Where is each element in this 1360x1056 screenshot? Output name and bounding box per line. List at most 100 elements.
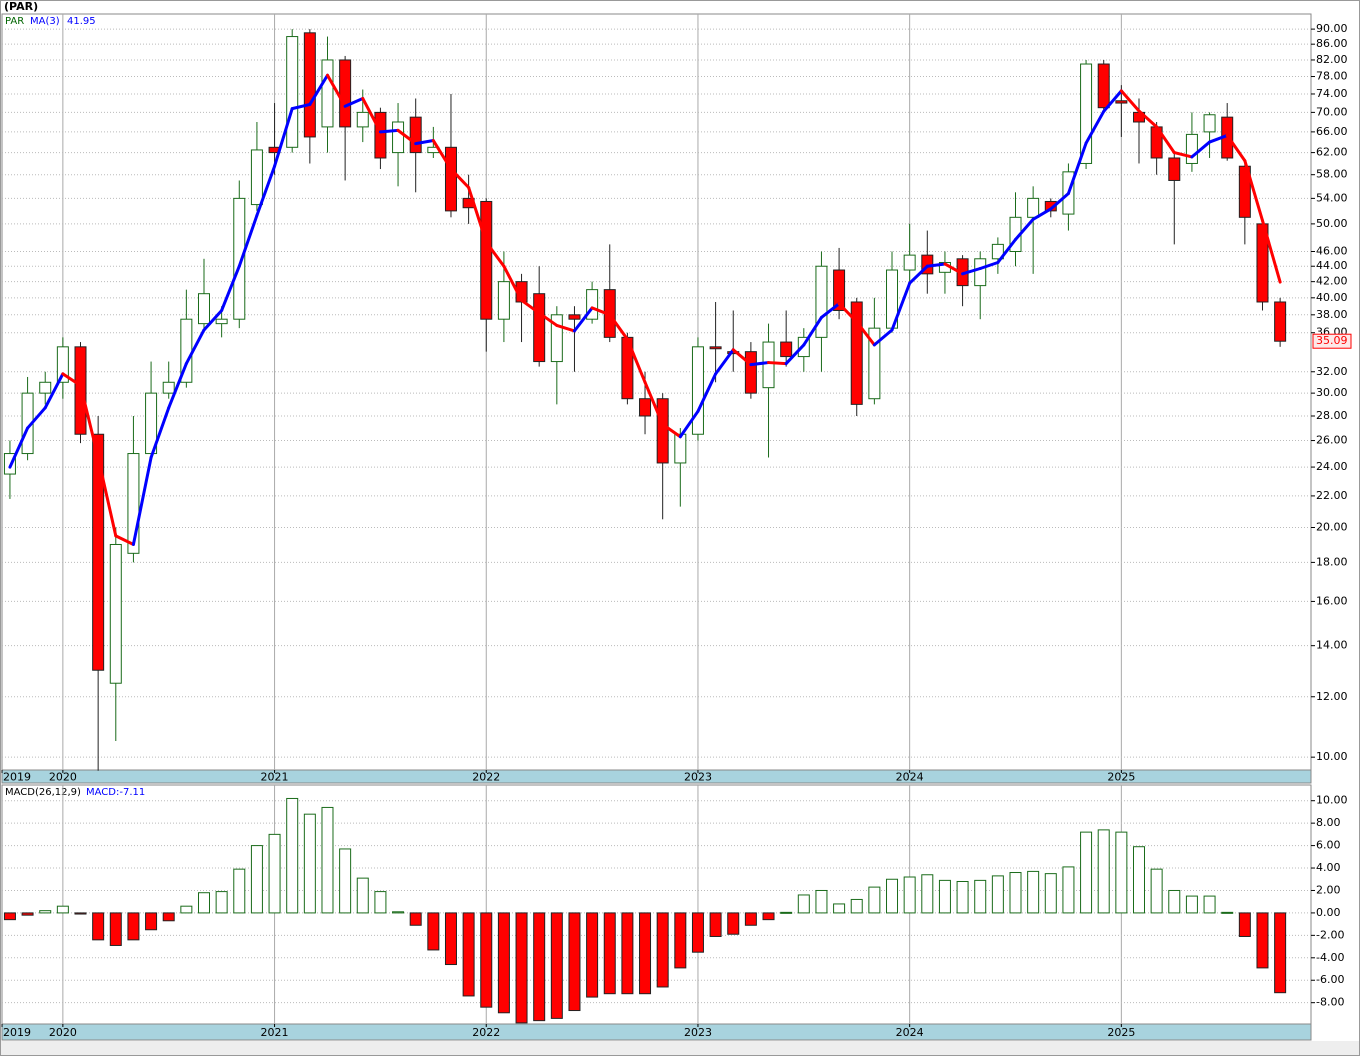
- ma-segment: [167, 362, 188, 410]
- ma-segment: [1084, 109, 1106, 145]
- macd-bar: [656, 912, 669, 988]
- macd-bar: [21, 912, 34, 916]
- macd-bar: [462, 912, 475, 997]
- candle-body: [974, 258, 987, 287]
- candle-body: [1168, 157, 1181, 181]
- macd-bar: [444, 912, 457, 966]
- ma-segment: [343, 96, 365, 108]
- macd-bar: [92, 912, 105, 941]
- candle-body: [39, 381, 52, 394]
- ma-segment: [149, 406, 171, 460]
- macd-bar: [603, 912, 616, 995]
- y-tick-label: 70.00: [1316, 105, 1348, 118]
- candle-body: [1080, 63, 1093, 164]
- macd-bar: [1256, 912, 1269, 969]
- x-tick-label: 2020: [49, 771, 77, 784]
- y-tick-label: 82.00: [1316, 53, 1348, 66]
- ma-segment: [43, 372, 65, 410]
- macd-bar: [709, 912, 722, 937]
- ma-segment: [184, 328, 206, 366]
- ma-segment: [396, 128, 418, 146]
- macd-bar: [286, 797, 299, 914]
- candle-body: [215, 318, 228, 325]
- ma-segment: [484, 240, 506, 268]
- candle-body: [674, 433, 687, 464]
- ma-segment: [520, 298, 541, 315]
- y-tick-label: 20.00: [1316, 520, 1348, 533]
- candle-body: [127, 453, 140, 554]
- macd-bar: [197, 892, 210, 914]
- ma-segment: [1119, 89, 1141, 113]
- ma-segment: [114, 534, 135, 546]
- ma-segment: [1172, 151, 1194, 159]
- x-tick-label: 2023: [684, 1026, 712, 1039]
- ma-segment: [237, 213, 259, 268]
- macd-bar: [497, 912, 510, 1014]
- macd-bar: [162, 912, 175, 922]
- macd-bar: [1132, 846, 1145, 914]
- ma-segment: [378, 128, 400, 134]
- ma-segment: [202, 308, 224, 332]
- ma-segment: [1066, 141, 1088, 196]
- legend-entry: MACD(26,12,9): [5, 787, 81, 798]
- price-label: 35.09: [1316, 334, 1348, 347]
- ma-segment: [661, 422, 682, 439]
- y-tick-label: 22.00: [1316, 489, 1348, 502]
- candle-body: [744, 351, 757, 394]
- candle-body: [197, 293, 210, 325]
- ma-segment: [325, 73, 347, 108]
- macd-bar: [303, 813, 316, 914]
- ma-segment: [590, 306, 612, 317]
- ma-segment: [767, 361, 788, 366]
- candle-body: [833, 269, 846, 311]
- macd-bar: [1150, 868, 1163, 914]
- y-tick-label: -8.00: [1316, 996, 1344, 1009]
- ma-segment: [731, 348, 753, 367]
- macd-bar: [1203, 895, 1216, 914]
- macd-bar: [762, 912, 775, 921]
- x-tick-label: 2025: [1107, 1026, 1135, 1039]
- y-tick-label: 12.00: [1316, 690, 1348, 703]
- macd-bar: [250, 845, 263, 914]
- ma-segment: [1031, 207, 1053, 221]
- ma-segment: [308, 73, 329, 106]
- macd-bar: [550, 912, 563, 1019]
- ma-segment: [784, 343, 806, 366]
- ma-segment: [431, 139, 453, 171]
- ma-segment: [79, 383, 100, 460]
- y-tick-label: 42.00: [1316, 275, 1348, 288]
- ma-segment: [890, 281, 912, 332]
- candle-body: [444, 146, 457, 212]
- ma-segment: [678, 409, 700, 439]
- ma-segment: [855, 320, 876, 347]
- macd-bar: [1115, 831, 1128, 914]
- macd-bar: [727, 912, 740, 935]
- ma-segment: [978, 260, 1000, 271]
- macd-bar: [797, 894, 810, 914]
- footer-band: [1, 1041, 1359, 1055]
- y-tick-label: 58.00: [1316, 168, 1348, 181]
- macd-bar: [427, 912, 440, 951]
- y-tick-label: 30.00: [1316, 386, 1348, 399]
- ma-segment: [1260, 219, 1282, 284]
- candle-body: [374, 111, 387, 159]
- macd-bar: [886, 878, 899, 914]
- macd-bar: [480, 912, 493, 1008]
- candle-body: [56, 346, 69, 383]
- candle-body: [497, 281, 510, 320]
- x-tick-label: 2020: [49, 1026, 77, 1039]
- candle-body: [409, 116, 422, 154]
- macd-bar: [691, 912, 704, 953]
- ma-segment: [1137, 109, 1159, 129]
- macd-bar: [268, 833, 281, 914]
- macd-bar: [1044, 873, 1057, 914]
- macd-bar: [374, 891, 387, 914]
- macd-bar: [233, 868, 246, 914]
- macd-bar: [868, 886, 881, 914]
- macd-bar: [991, 875, 1004, 914]
- candle-body: [1044, 200, 1057, 212]
- y-tick-label: 40.00: [1316, 291, 1348, 304]
- ma-segment: [467, 186, 488, 244]
- ma-segment: [608, 313, 629, 341]
- ma-segment: [714, 348, 735, 376]
